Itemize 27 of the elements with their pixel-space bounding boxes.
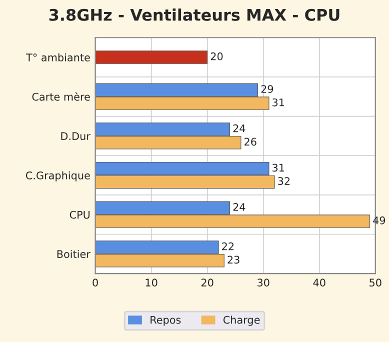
y-tick-label: T° ambiante — [26, 53, 90, 62]
data-label: 20 — [210, 52, 223, 60]
legend-label: Charge — [223, 316, 260, 326]
data-label: 29 — [261, 85, 274, 93]
x-tick-label: 20 — [201, 278, 214, 287]
y-tick-label: C.Graphique — [26, 171, 90, 182]
x-tick-label: 50 — [370, 278, 382, 287]
x-tick-label: 40 — [313, 278, 326, 287]
y-tick-label: D.Dur — [61, 132, 90, 140]
data-label: 49 — [373, 216, 386, 224]
x-tick-label: 30 — [258, 278, 270, 287]
data-label: 24 — [233, 124, 246, 132]
x-tick-label: 0 — [92, 278, 98, 287]
data-label: 32 — [278, 177, 290, 185]
chart-title: 3.8GHz - Ventilateurs MAX - CPU — [49, 8, 340, 21]
y-tick-label: Carte mère — [32, 92, 90, 101]
data-label: 26 — [244, 138, 256, 146]
x-tick-label: 10 — [146, 278, 158, 287]
bar — [95, 50, 208, 64]
legend-label: Repos — [150, 316, 181, 326]
data-label: 31 — [272, 164, 284, 172]
data-label: 24 — [233, 203, 246, 211]
y-tick-label: CPU — [70, 210, 90, 219]
y-tick-label: Boitier — [57, 250, 90, 258]
data-label: 31 — [272, 98, 284, 106]
data-label: 23 — [228, 256, 240, 264]
data-label: 22 — [222, 242, 234, 250]
